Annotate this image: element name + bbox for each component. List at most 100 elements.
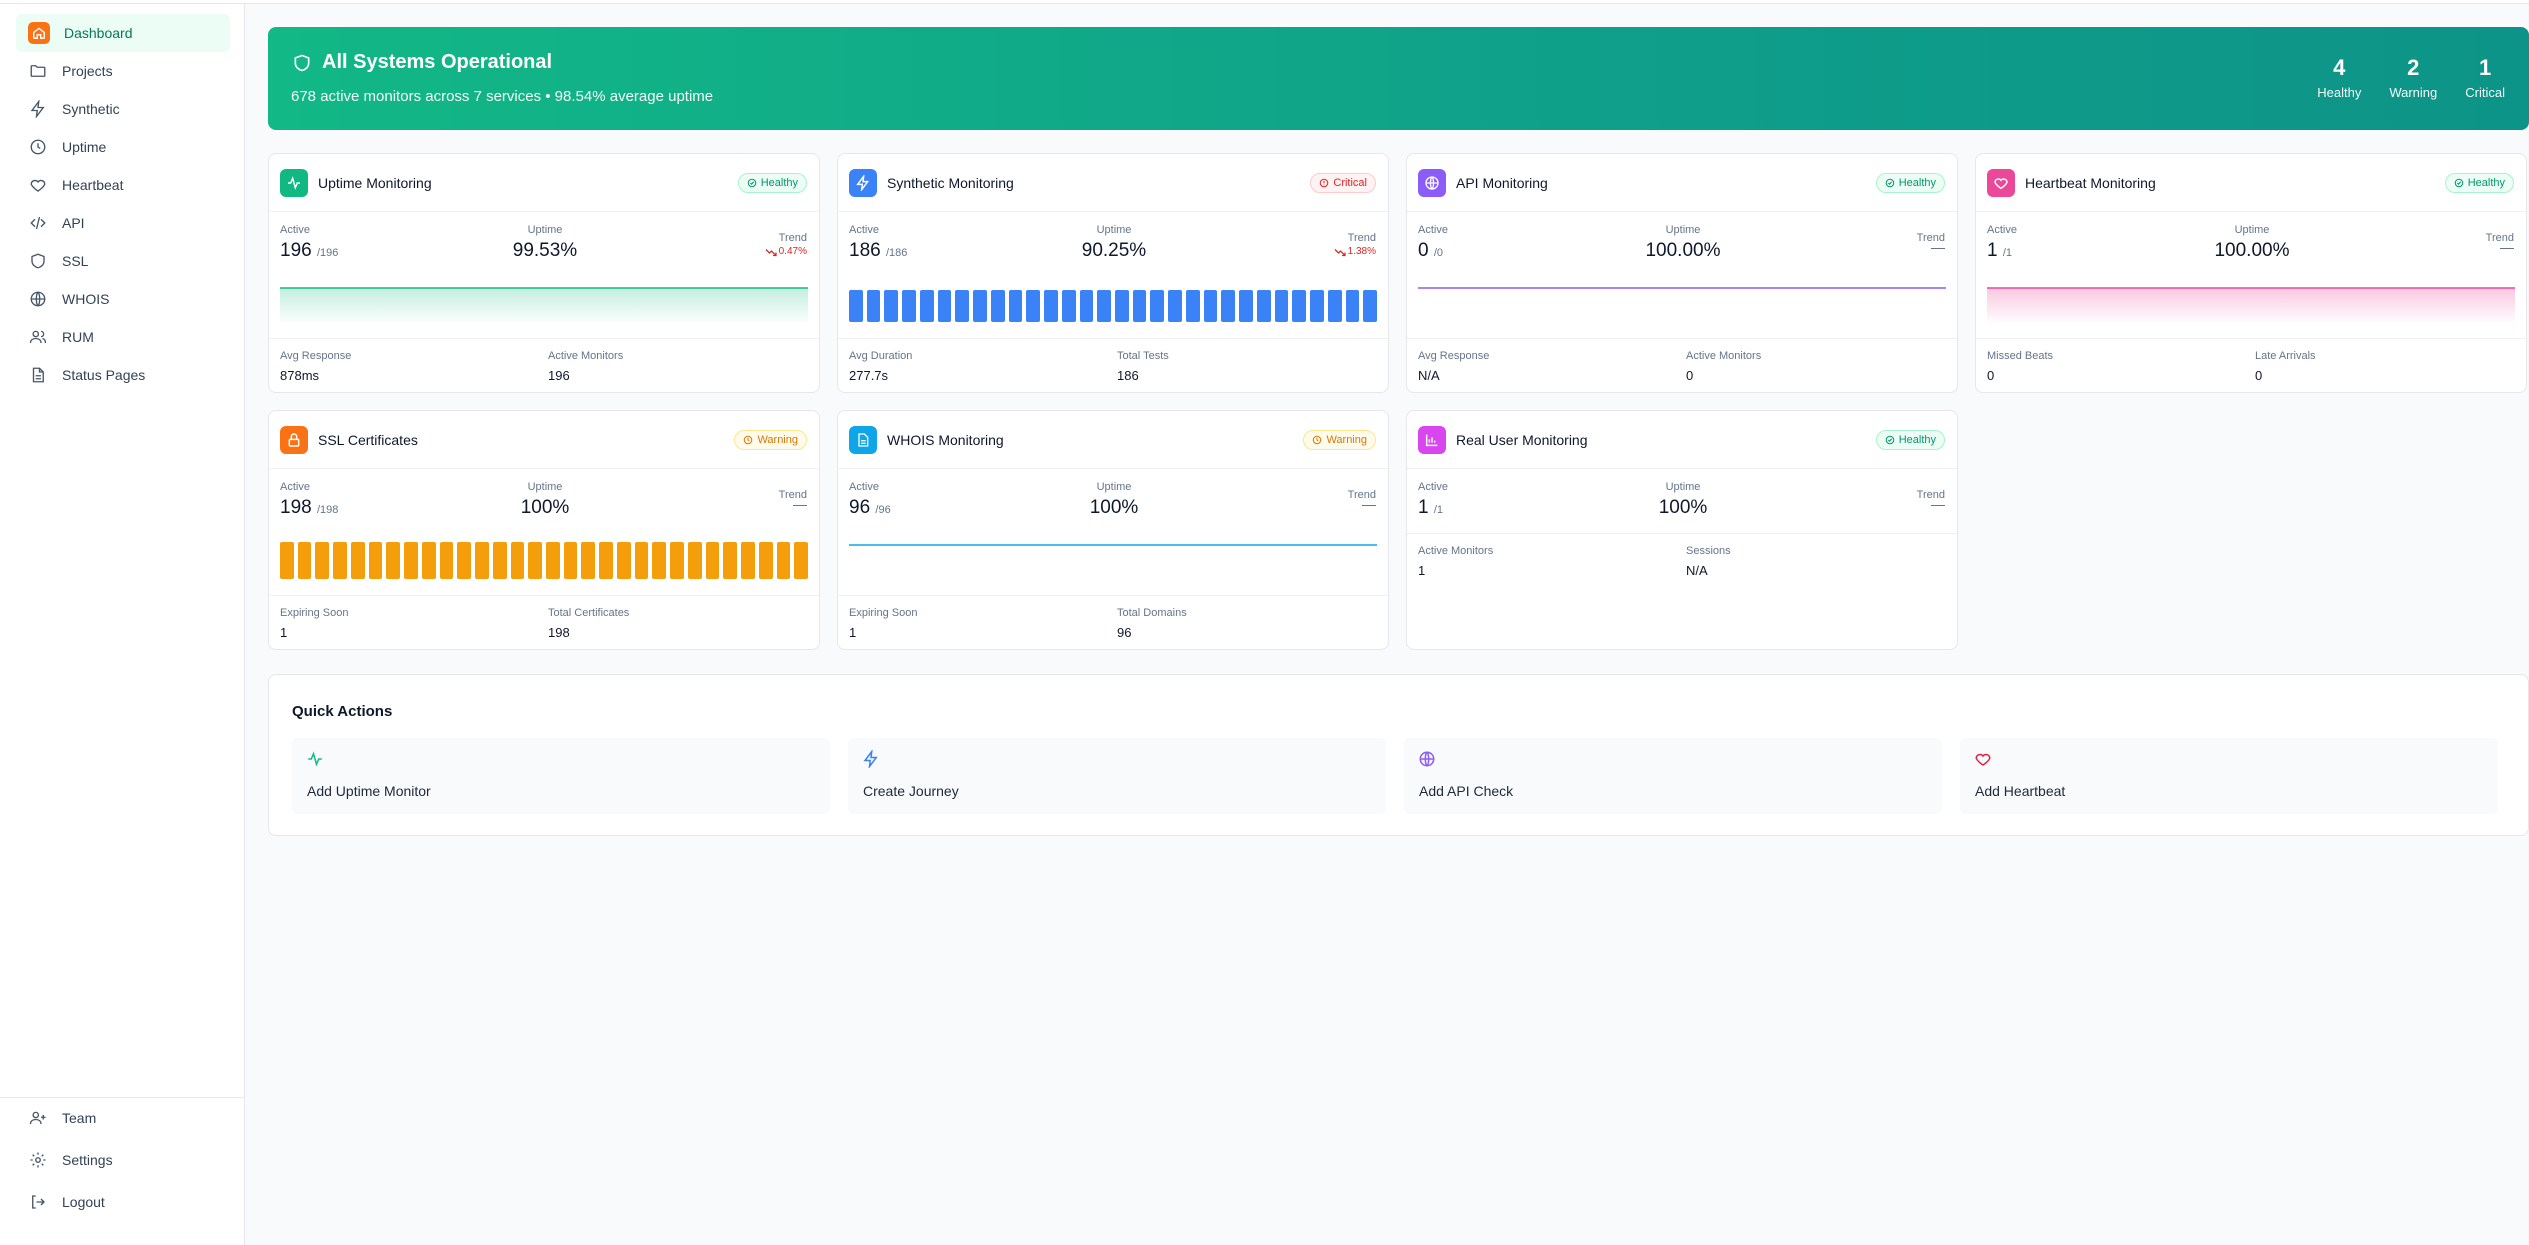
uptime-value: 100% (1658, 497, 1708, 518)
card-synthetic-monitoring[interactable]: Synthetic Monitoring Critical Active 186 … (837, 153, 1390, 393)
clock-icon (28, 137, 48, 157)
status-bar (1292, 290, 1307, 322)
sidebar-item-uptime[interactable]: Uptime (16, 128, 230, 166)
sidebar-item-dashboard[interactable]: Dashboard (16, 14, 230, 52)
status-bar (386, 542, 401, 579)
card-uptime-monitoring[interactable]: Uptime Monitoring Healthy Active 196 /196… (268, 153, 821, 393)
card-title: Synthetic Monitoring (887, 174, 1014, 191)
status-bar (1345, 290, 1360, 322)
stat-label: Healthy (2317, 85, 2362, 100)
status-text: Warning (757, 434, 798, 446)
status-bar (563, 542, 578, 579)
footer-value: 196 (548, 368, 570, 383)
sidebar-item-rum[interactable]: RUM (16, 318, 230, 356)
check-circle-icon (747, 178, 756, 188)
card-whois-monitoring[interactable]: WHOIS Monitoring Warning Active 96 /96 Up… (837, 410, 1390, 650)
heartbeat-sparkline (1987, 287, 2515, 322)
status-bar (849, 290, 863, 322)
status-bar (599, 542, 613, 579)
sidebar-divider (0, 1097, 245, 1098)
status-bar (368, 542, 383, 579)
sidebar-item-settings[interactable]: Settings (16, 1139, 230, 1181)
trend-label: Trend (778, 489, 807, 501)
status-text: Healthy (2467, 177, 2505, 189)
status-bar (670, 542, 684, 579)
sidebar: Dashboard Projects Synthetic Uptime Hear… (0, 4, 245, 1245)
status-bar (884, 290, 899, 322)
add-heartbeat-button[interactable]: Add Heartbeat (1960, 738, 2498, 814)
card-title: Real User Monitoring (1456, 431, 1588, 448)
sidebar-item-status-pages[interactable]: Status Pages (16, 356, 230, 394)
check-circle-icon (2454, 178, 2463, 188)
sidebar-bottom-nav: Team Settings Logout (16, 1097, 230, 1223)
status-bar (652, 542, 667, 579)
sidebar-item-whois[interactable]: WHOIS (16, 280, 230, 318)
card-title: Uptime Monitoring (318, 174, 432, 191)
status-bar (776, 542, 791, 579)
sidebar-item-synthetic[interactable]: Synthetic (16, 90, 230, 128)
status-badge: Healthy (737, 173, 807, 193)
trend-flat (2500, 248, 2514, 249)
footer-value: 878ms (280, 368, 320, 383)
users-icon (28, 327, 48, 347)
status-bar (1256, 290, 1271, 322)
file-text-icon (849, 425, 877, 454)
globe-icon (1418, 168, 1446, 197)
status-bar (457, 542, 472, 579)
create-journey-button[interactable]: Create Journey (848, 738, 1386, 814)
status-bar (581, 542, 596, 579)
footer-value: 0 (1987, 368, 1995, 383)
sidebar-item-ssl[interactable]: SSL (16, 242, 230, 280)
status-bar (404, 542, 418, 579)
active-value: 198 /198 (280, 497, 339, 518)
footer-label: Sessions (1686, 545, 1731, 557)
check-circle-icon (1885, 435, 1894, 445)
footer-label: Active Monitors (1418, 545, 1494, 557)
add-api-check-button[interactable]: Add API Check (1404, 738, 1942, 814)
code-icon (28, 213, 48, 233)
home-icon (28, 22, 50, 44)
footer-value: N/A (1686, 563, 1708, 578)
trend-label: Trend (778, 232, 807, 244)
active-label: Active (1418, 481, 1448, 493)
footer-label: Active Monitors (1686, 350, 1762, 362)
footer-label: Total Domains (1117, 607, 1187, 619)
sidebar-item-label: Projects (62, 63, 113, 79)
status-bar (705, 542, 720, 579)
status-bar (510, 542, 525, 579)
uptime-label: Uptime (1096, 481, 1132, 493)
card-real-user-monitoring[interactable]: Real User Monitoring Healthy Active 1 /1 … (1406, 410, 1959, 650)
sidebar-item-label: RUM (62, 329, 94, 345)
file-text-icon (28, 365, 48, 385)
status-bar (973, 290, 987, 322)
footer-label: Active Monitors (548, 350, 624, 362)
status-badge: Warning (1303, 430, 1376, 450)
add-uptime-monitor-button[interactable]: Add Uptime Monitor (292, 738, 830, 814)
sidebar-item-api[interactable]: API (16, 204, 230, 242)
footer-value: 0 (1686, 368, 1694, 383)
card-api-monitoring[interactable]: API Monitoring Healthy Active 0 /0 Uptime… (1406, 153, 1959, 393)
uptime-label: Uptime (1096, 224, 1132, 236)
status-bar (955, 290, 970, 322)
footer-label: Expiring Soon (849, 607, 918, 619)
sidebar-item-logout[interactable]: Logout (16, 1181, 230, 1223)
card-ssl-certificates[interactable]: SSL Certificates Warning Active 198 /198 … (268, 410, 821, 650)
card-heartbeat-monitoring[interactable]: Heartbeat Monitoring Healthy Active 1 /1 … (1975, 153, 2528, 393)
api-sparkline (1418, 287, 1946, 289)
shield-icon (28, 251, 48, 271)
status-bar (1044, 290, 1058, 322)
footer-value: 198 (548, 625, 570, 640)
sidebar-item-projects[interactable]: Projects (16, 52, 230, 90)
status-bar (794, 542, 808, 579)
sidebar-item-team[interactable]: Team (16, 1097, 230, 1139)
gear-icon (28, 1150, 48, 1170)
sidebar-item-label: Status Pages (62, 367, 146, 383)
system-status-banner: All Systems Operational 678 active monit… (268, 27, 2529, 130)
footer-value: 186 (1117, 368, 1139, 383)
status-bar (741, 542, 755, 579)
footer-value: 1 (1418, 563, 1426, 578)
activity-icon (306, 750, 324, 773)
heart-icon (1987, 168, 2015, 197)
ssl-bar-strip (280, 542, 808, 579)
sidebar-item-heartbeat[interactable]: Heartbeat (16, 166, 230, 204)
